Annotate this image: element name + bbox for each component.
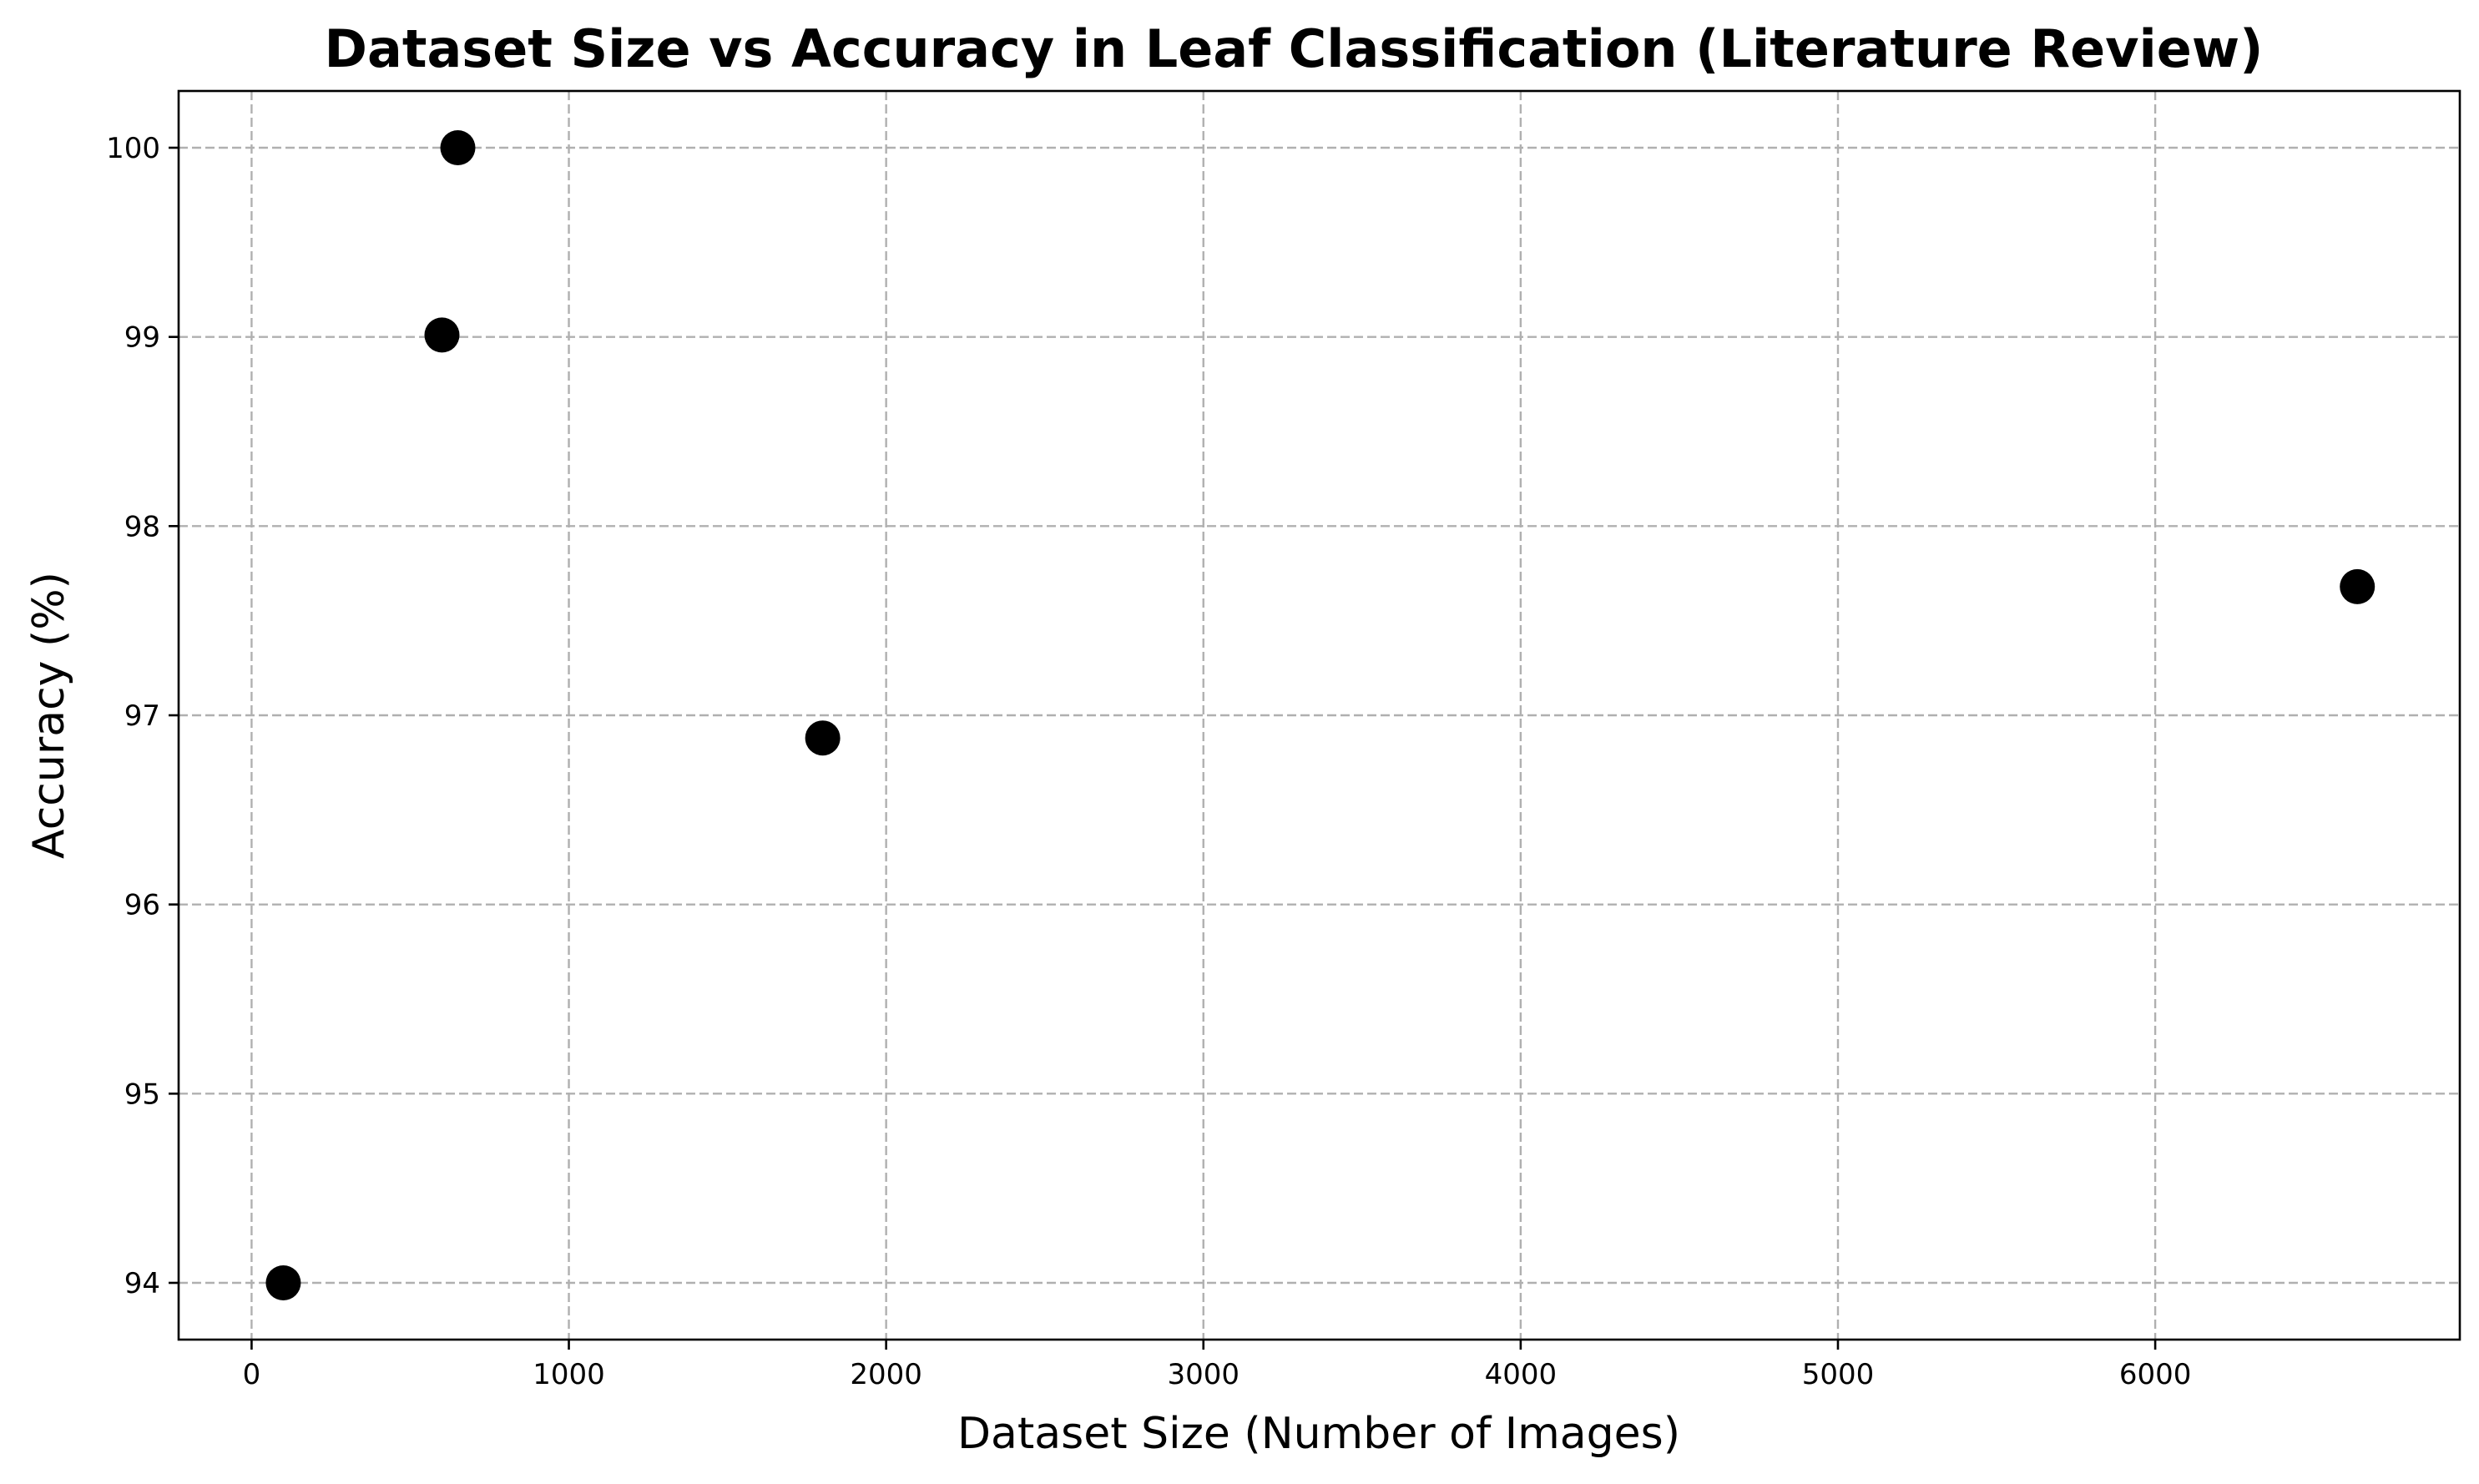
x-tick-label: 5000	[1802, 1358, 1875, 1391]
x-tick-label: 4000	[1485, 1358, 1558, 1391]
y-tick-label: 95	[124, 1078, 160, 1111]
data-point	[2340, 568, 2375, 604]
data-point	[424, 317, 460, 353]
y-tick-label: 99	[124, 321, 160, 355]
y-axis-label: Accuracy (%)	[24, 572, 74, 859]
y-tick-label: 96	[124, 889, 160, 922]
y-tick-label: 98	[124, 510, 160, 543]
x-tick-label: 6000	[2119, 1358, 2192, 1391]
x-tick-label: 3000	[1167, 1358, 1240, 1391]
y-tick-label: 100	[106, 132, 160, 165]
axis-ticks: 0 1000 2000 3000 4000 5000 6000 94 95 96 97 98 99 100	[106, 132, 2191, 1391]
data-point	[805, 720, 841, 756]
x-tick-label: 0	[243, 1358, 261, 1391]
data-point	[265, 1265, 301, 1300]
grid-lines	[179, 91, 2460, 1340]
y-tick-label: 97	[124, 699, 160, 733]
chart-title: Dataset Size vs Accuracy in Leaf Classif…	[325, 18, 2264, 79]
x-tick-label: 1000	[533, 1358, 605, 1391]
plot-area-frame	[177, 89, 2461, 1341]
y-tick-label: 94	[124, 1267, 160, 1300]
x-tick-label: 2000	[850, 1358, 922, 1391]
data-points	[265, 130, 2375, 1300]
x-axis-label: Dataset Size (Number of Images)	[957, 1409, 1680, 1459]
data-point	[440, 130, 476, 165]
